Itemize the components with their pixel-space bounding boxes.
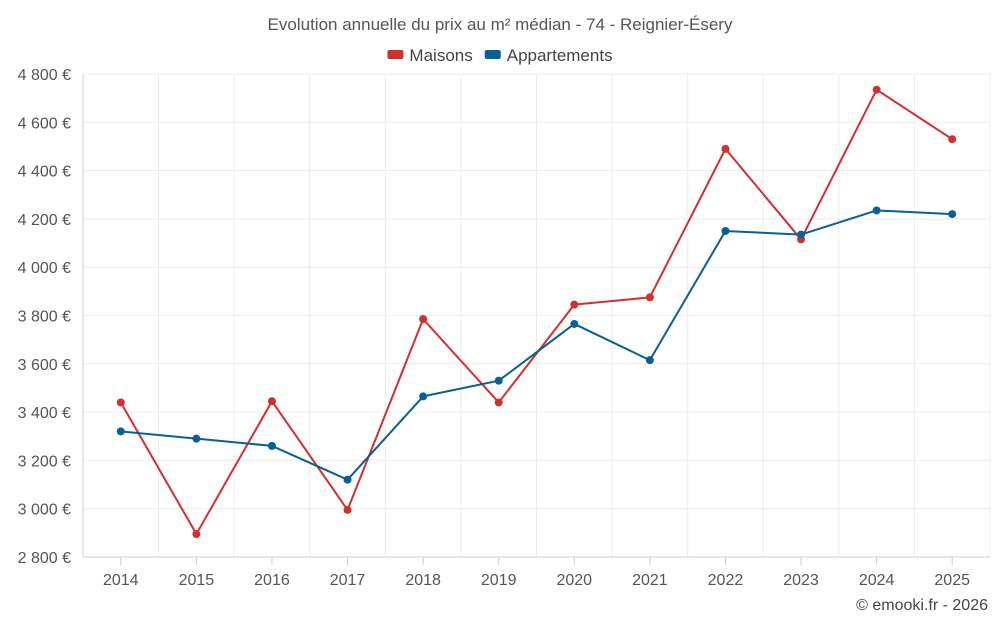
x-tick-label: 2025: [934, 572, 970, 589]
data-point-appartements[interactable]: [797, 230, 806, 239]
legend-item-maisons[interactable]: Maisons: [387, 46, 473, 65]
x-tick-label: 2016: [254, 572, 290, 589]
data-point-maisons[interactable]: [570, 300, 579, 309]
grid: [82, 73, 991, 558]
data-point-maisons[interactable]: [192, 530, 201, 539]
y-tick-label: 3 400 €: [18, 405, 71, 422]
y-tick-label: 4 600 €: [18, 115, 71, 132]
data-point-appartements[interactable]: [192, 434, 201, 443]
series-layer: [116, 85, 957, 539]
y-tick-label: 3 200 €: [18, 453, 71, 470]
data-point-maisons[interactable]: [116, 398, 125, 407]
x-tick-label: 2020: [556, 572, 592, 589]
x-tick-label: 2024: [859, 572, 895, 589]
legend-swatch: [484, 50, 501, 59]
data-point-maisons[interactable]: [948, 135, 957, 144]
data-point-appartements[interactable]: [721, 226, 730, 235]
y-tick-label: 4 000 €: [18, 260, 71, 277]
data-point-appartements[interactable]: [494, 376, 503, 385]
y-tick-label: 3 800 €: [18, 309, 71, 326]
data-point-maisons[interactable]: [267, 397, 276, 406]
data-point-maisons[interactable]: [721, 144, 730, 153]
y-tick-label: 4 800 €: [18, 67, 71, 84]
legend-label: Maisons: [409, 46, 472, 65]
credit-text: © emooki.fr - 2026: [856, 597, 988, 614]
y-tick-label: 3 000 €: [18, 502, 71, 519]
x-tick-label: 2021: [632, 572, 668, 589]
legend-label: Appartements: [507, 46, 613, 65]
x-tick-label: 2019: [481, 572, 517, 589]
data-point-appartements[interactable]: [570, 319, 579, 328]
data-point-maisons[interactable]: [645, 293, 654, 302]
y-tick-label: 4 400 €: [18, 164, 71, 181]
data-point-appartements[interactable]: [267, 441, 276, 450]
legend-swatch: [387, 50, 404, 59]
x-tick-label: 2023: [783, 572, 819, 589]
x-tick-label: 2018: [405, 572, 441, 589]
data-point-appartements[interactable]: [645, 356, 654, 365]
data-point-appartements[interactable]: [343, 475, 352, 484]
data-point-maisons[interactable]: [494, 398, 503, 407]
x-tick-label: 2015: [179, 572, 215, 589]
data-point-appartements[interactable]: [948, 210, 957, 219]
y-tick-label: 4 200 €: [18, 212, 71, 229]
data-point-maisons[interactable]: [419, 315, 428, 324]
data-point-appartements[interactable]: [419, 392, 428, 401]
legend[interactable]: Maisons Appartements: [387, 46, 613, 65]
chart-title: Evolution annuelle du prix au m² médian …: [268, 15, 733, 34]
series-appartements: [116, 206, 957, 484]
x-tick-label: 2022: [708, 572, 744, 589]
data-point-appartements[interactable]: [116, 427, 125, 436]
y-tick-label: 2 800 €: [18, 550, 71, 567]
data-point-maisons[interactable]: [343, 505, 352, 514]
y-tick-label: 3 600 €: [18, 357, 71, 374]
axes: 2 800 € 3 000 € 3 200 € 3 400 € 3 600 € 3 800…: [18, 67, 990, 589]
legend-item-appartements[interactable]: Appartements: [484, 46, 613, 65]
data-point-maisons[interactable]: [872, 85, 881, 94]
x-tick-label: 2014: [103, 572, 139, 589]
data-point-appartements[interactable]: [872, 206, 881, 215]
series-line-appartements: [120, 209, 953, 481]
x-tick-label: 2017: [330, 572, 366, 589]
